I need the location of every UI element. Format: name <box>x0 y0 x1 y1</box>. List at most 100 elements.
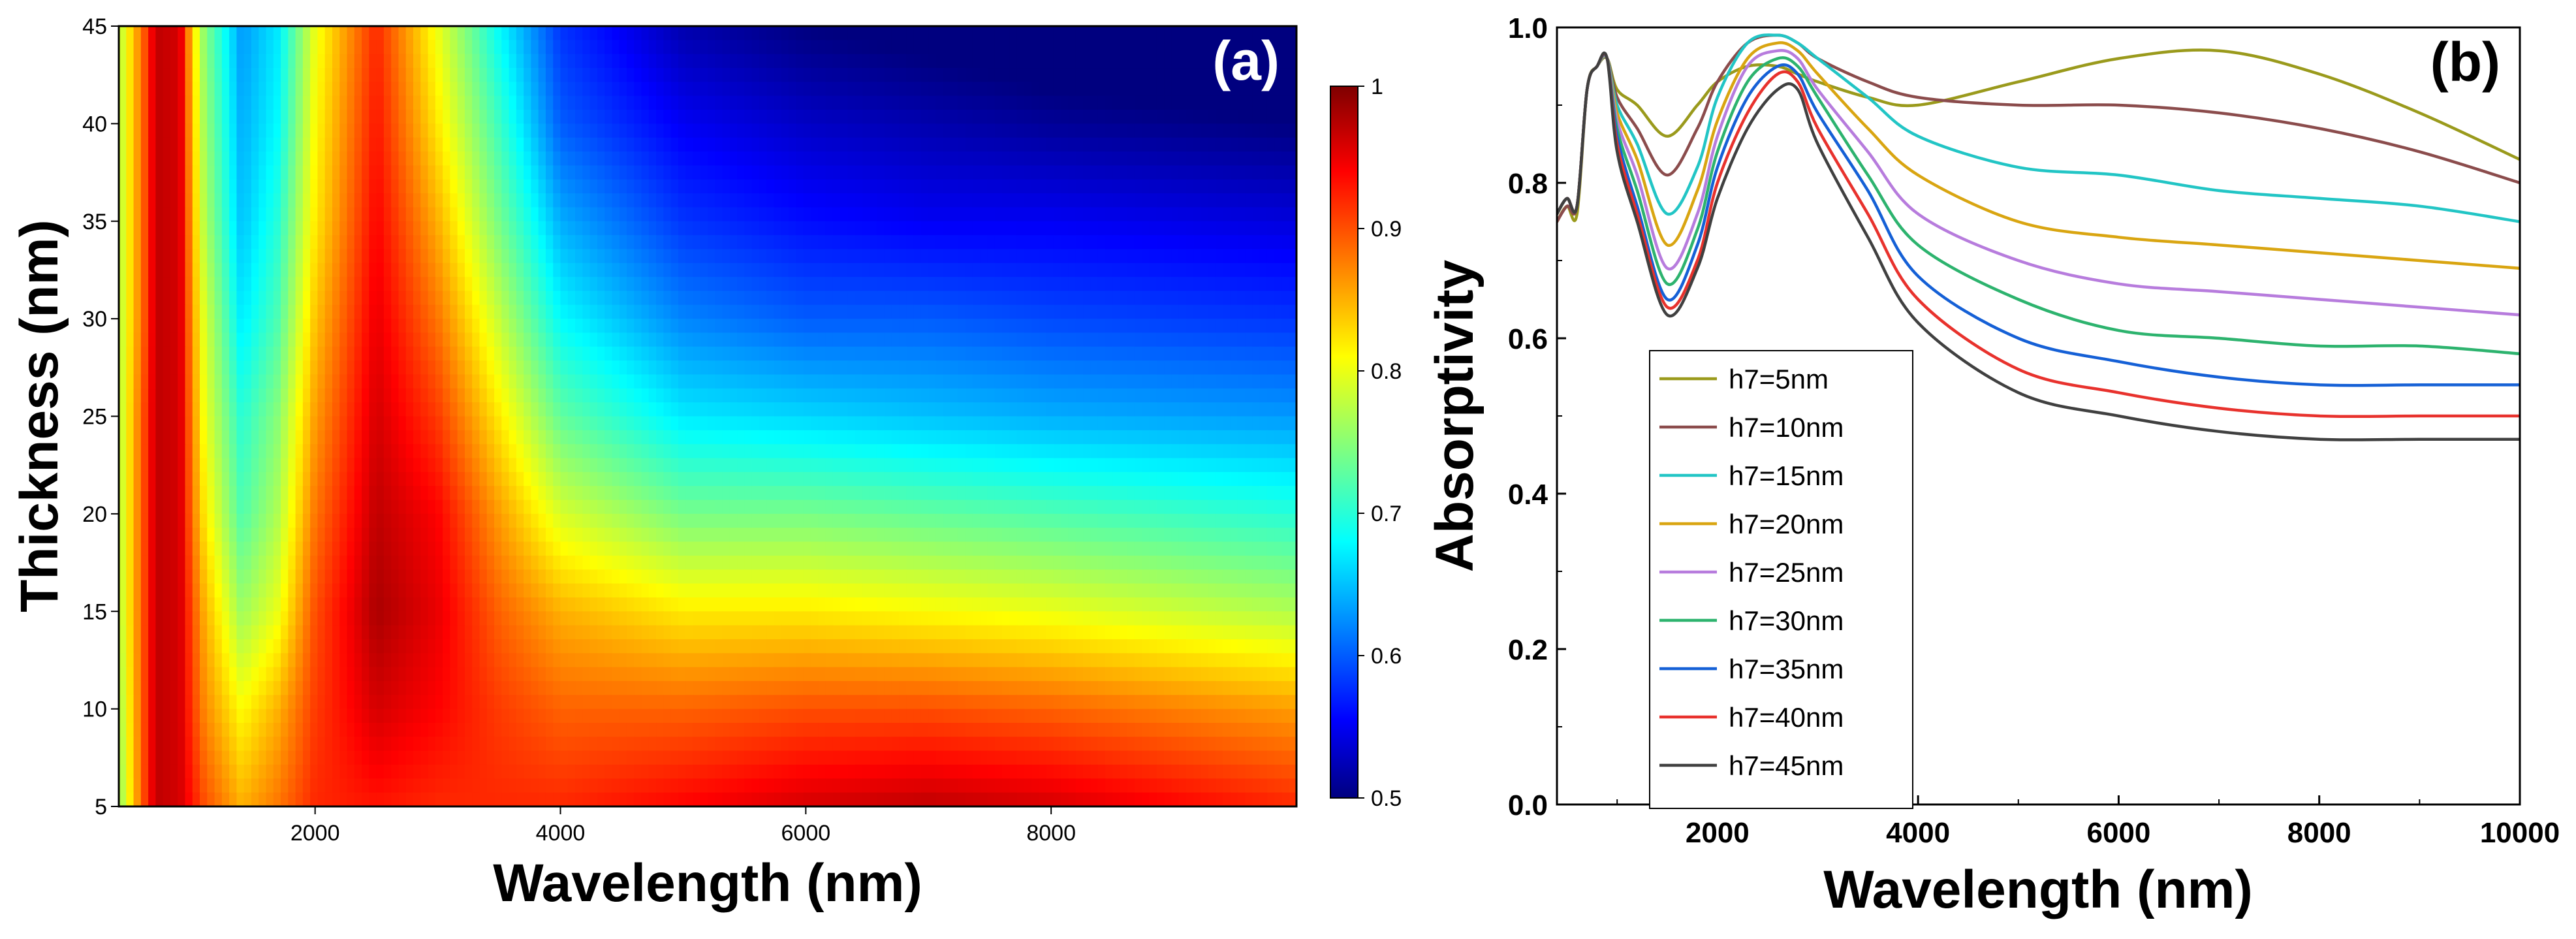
heatmap-cell <box>428 165 436 180</box>
heatmap-cell <box>722 360 730 375</box>
heatmap-cell <box>825 54 834 69</box>
heatmap-cell <box>685 54 694 69</box>
heatmap-cell <box>302 319 311 334</box>
heatmap-cell <box>759 151 767 167</box>
heatmap-cell <box>347 430 355 445</box>
heatmap-cell <box>759 68 767 83</box>
heatmap-cell <box>810 388 819 403</box>
heatmap-cell <box>1112 40 1121 55</box>
heatmap-cell <box>796 54 804 69</box>
heatmap-cell <box>796 374 804 389</box>
heatmap-cell <box>597 360 605 375</box>
heatmap-cell <box>376 68 385 83</box>
heatmap-cell <box>1252 319 1261 334</box>
heatmap-cell <box>1186 151 1194 167</box>
heatmap-cell <box>1127 165 1135 180</box>
heatmap-cell <box>178 277 186 292</box>
heatmap-cell <box>847 416 856 431</box>
heatmap-cell <box>391 374 400 389</box>
heatmap-cell <box>1186 95 1194 110</box>
heatmap-cell <box>700 235 708 250</box>
heatmap-cell <box>369 249 377 264</box>
heatmap-cell <box>818 346 826 361</box>
heatmap-cell <box>1274 123 1283 138</box>
heatmap-cell <box>796 137 804 152</box>
heatmap-cell <box>685 82 694 97</box>
heatmap-cell <box>324 263 333 278</box>
heatmap-cell <box>737 277 746 292</box>
heatmap-cell <box>862 388 870 403</box>
heatmap-cell <box>457 430 465 445</box>
heatmap-cell <box>847 193 856 208</box>
heatmap-cell <box>774 137 782 152</box>
heatmap-cell <box>221 360 230 375</box>
heatmap-cell <box>1075 235 1084 250</box>
heatmap-cell <box>531 402 539 417</box>
heatmap-cell <box>324 304 333 319</box>
heatmap-cell <box>170 249 178 264</box>
heatmap-cell <box>832 249 841 264</box>
heatmap-cell <box>751 110 760 125</box>
heatmap-cell <box>766 332 775 347</box>
heatmap-cell <box>494 332 502 347</box>
heatmap-cell <box>509 263 517 278</box>
heatmap-cell <box>516 221 524 236</box>
heatmap-cell <box>920 165 929 180</box>
heatmap-cell <box>140 360 149 375</box>
heatmap-cell <box>950 137 959 152</box>
heatmap-cell <box>251 193 259 208</box>
heatmap-cell <box>1186 221 1194 236</box>
heatmap-cell <box>1252 68 1261 83</box>
heatmap-cell <box>428 151 436 167</box>
heatmap-cell <box>207 221 215 236</box>
heatmap-cell <box>1061 179 1069 194</box>
heatmap-cell <box>818 416 826 431</box>
heatmap-cell <box>1208 193 1216 208</box>
heatmap-cell <box>656 26 665 41</box>
heatmap-cell <box>310 388 319 403</box>
heatmap-cell <box>200 26 208 41</box>
heatmap-cell <box>391 416 400 431</box>
heatmap-cell <box>1039 193 1047 208</box>
heatmap-cell <box>560 221 569 236</box>
heatmap-cell <box>501 374 510 389</box>
heatmap-cell <box>1266 346 1275 361</box>
heatmap-cell <box>1281 179 1290 194</box>
heatmap-cell <box>715 319 723 334</box>
heatmap-cell <box>1215 137 1223 152</box>
heatmap-cell <box>1193 319 1202 334</box>
heatmap-cell <box>1245 319 1253 334</box>
heatmap-cell <box>641 346 650 361</box>
heatmap-cell <box>148 221 157 236</box>
heatmap-cell <box>1178 68 1187 83</box>
heatmap-cell <box>133 68 142 83</box>
heatmap-cell <box>259 82 267 97</box>
heatmap-cell <box>376 165 385 180</box>
heatmap-cell <box>229 374 238 389</box>
heatmap-cell <box>648 332 657 347</box>
heatmap-cell <box>185 123 193 138</box>
heatmap-cell <box>1149 179 1157 194</box>
heatmap-cell <box>339 193 348 208</box>
heatmap-cell <box>1120 54 1128 69</box>
heatmap-cell <box>980 277 988 292</box>
heatmap-cell <box>524 82 532 97</box>
heatmap-cell <box>1142 207 1150 222</box>
heatmap-cell <box>1289 54 1297 69</box>
heatmap-cell <box>302 346 311 361</box>
heatmap-cell <box>133 151 142 167</box>
heatmap-cell <box>405 151 414 167</box>
heatmap-cell <box>140 165 149 180</box>
heatmap-cell <box>1127 179 1135 194</box>
heatmap-cell <box>1252 221 1261 236</box>
heatmap-cell <box>207 179 215 194</box>
heatmap-cell <box>567 277 576 292</box>
heatmap-cell <box>288 263 296 278</box>
heatmap-cell <box>1097 40 1106 55</box>
heatmap-cell <box>1134 444 1142 459</box>
heatmap-cell <box>538 165 546 180</box>
heatmap-cell <box>656 319 665 334</box>
heatmap-cell <box>413 360 421 375</box>
heatmap-cell <box>605 95 613 110</box>
heatmap-cell <box>281 207 289 222</box>
